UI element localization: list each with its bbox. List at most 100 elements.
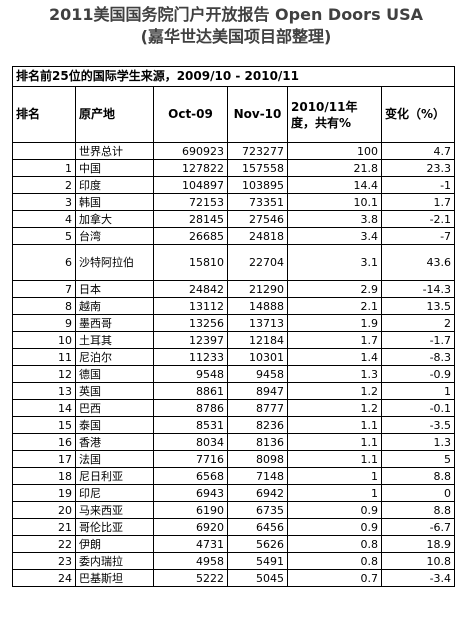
- cell-change: -0.9: [380, 365, 456, 383]
- table-row: 4 加拿大 28145 27546 3.8 -2.1: [12, 210, 456, 228]
- cell-share: 1: [287, 484, 382, 502]
- cell-change: -3.4: [380, 569, 456, 587]
- cell-oct09: 8531: [153, 416, 228, 434]
- cell-oct09: 6190: [153, 501, 228, 519]
- cell-nov10: 5045: [227, 569, 288, 587]
- cell-share: 1.7: [287, 331, 382, 349]
- cell-oct09: 5222: [153, 569, 228, 587]
- table-row: 16 香港 8034 8136 1.1 1.3: [12, 433, 456, 451]
- table-row: 9 墨西哥 13256 13713 1.9 2: [12, 314, 456, 332]
- cell-nov10: 9458: [227, 365, 288, 383]
- cell-oct09: 15810: [153, 244, 228, 281]
- table-caption: 排名前25位的国际学生来源，2009/10 - 2010/11: [11, 66, 456, 87]
- cell-nov10: 8777: [227, 399, 288, 417]
- cell-change: 13.5: [380, 297, 456, 315]
- cell-country: 巴基斯坦: [75, 569, 154, 587]
- cell-nov10: 103895: [227, 176, 288, 194]
- header-rank: 排名: [12, 86, 76, 143]
- cell-country: 伊朗: [75, 535, 154, 553]
- cell-nov10: 10301: [227, 348, 288, 366]
- cell-oct09: 4958: [153, 552, 228, 570]
- cell-nov10: 6735: [227, 501, 288, 519]
- cell-country: 马来西亚: [75, 501, 154, 519]
- table-row: 15 泰国 8531 8236 1.1 -3.5: [12, 416, 456, 434]
- cell-rank: 22: [12, 535, 76, 553]
- cell-rank: 24: [12, 569, 76, 587]
- cell-change: 18.9: [380, 535, 456, 553]
- cell-nov10: 6456: [227, 518, 288, 536]
- cell-rank: 11: [12, 348, 76, 366]
- cell-change: 1.3: [380, 433, 456, 451]
- cell-change: 8.8: [380, 467, 456, 485]
- cell-nov10: 14888: [227, 297, 288, 315]
- cell-country: 印尼: [75, 484, 154, 502]
- cell-rank: 12: [12, 365, 76, 383]
- cell-rank: 4: [12, 210, 76, 228]
- cell-oct09: 26685: [153, 227, 228, 245]
- table-row: 14 巴西 8786 8777 1.2 -0.1: [12, 399, 456, 417]
- cell-share: 14.4: [287, 176, 382, 194]
- cell-rank: 8: [12, 297, 76, 315]
- cell-country: 土耳其: [75, 331, 154, 349]
- cell-rank: 16: [12, 433, 76, 451]
- cell-country: 巴西: [75, 399, 154, 417]
- cell-rank: 19: [12, 484, 76, 502]
- table-row: 3 韩国 72153 73351 10.1 1.7: [12, 193, 456, 211]
- cell-oct09: 104897: [153, 176, 228, 194]
- cell-change: 10.8: [380, 552, 456, 570]
- cell-rank: 13: [12, 382, 76, 400]
- cell-oct09: 9548: [153, 365, 228, 383]
- cell-share: 0.8: [287, 535, 382, 553]
- students-table: 排名前25位的国际学生来源，2009/10 - 2010/11 排名 原产地 O…: [11, 66, 456, 587]
- cell-nov10: 5491: [227, 552, 288, 570]
- header-share: 2010/11年度，共有%: [287, 86, 382, 143]
- cell-country: 台湾: [75, 227, 154, 245]
- cell-nov10: 8136: [227, 433, 288, 451]
- cell-change: -6.7: [380, 518, 456, 536]
- cell-share: 1.3: [287, 365, 382, 383]
- cell-change: 8.8: [380, 501, 456, 519]
- cell-share: 1.1: [287, 450, 382, 468]
- cell-change: 23.3: [380, 159, 456, 177]
- cell-country: 委内瑞拉: [75, 552, 154, 570]
- total-oct09: 690923: [153, 142, 228, 160]
- cell-country: 英国: [75, 382, 154, 400]
- cell-country: 日本: [75, 280, 154, 298]
- cell-share: 1.4: [287, 348, 382, 366]
- cell-change: -8.3: [380, 348, 456, 366]
- cell-country: 尼日利亚: [75, 467, 154, 485]
- cell-share: 0.9: [287, 501, 382, 519]
- table-row: 20 马来西亚 6190 6735 0.9 8.8: [12, 501, 456, 519]
- cell-oct09: 72153: [153, 193, 228, 211]
- cell-oct09: 6568: [153, 467, 228, 485]
- cell-rank: 14: [12, 399, 76, 417]
- cell-oct09: 127822: [153, 159, 228, 177]
- cell-nov10: 5626: [227, 535, 288, 553]
- cell-share: 3.4: [287, 227, 382, 245]
- cell-change: -14.3: [380, 280, 456, 298]
- cell-nov10: 27546: [227, 210, 288, 228]
- header-oct09: Oct-09: [153, 86, 228, 143]
- cell-rank: 20: [12, 501, 76, 519]
- table-row: 18 尼日利亚 6568 7148 1 8.8: [12, 467, 456, 485]
- cell-change: 1.7: [380, 193, 456, 211]
- cell-country: 泰国: [75, 416, 154, 434]
- cell-share: 3.8: [287, 210, 382, 228]
- cell-oct09: 8034: [153, 433, 228, 451]
- cell-rank: 9: [12, 314, 76, 332]
- cell-oct09: 11233: [153, 348, 228, 366]
- cell-oct09: 8786: [153, 399, 228, 417]
- cell-country: 哥伦比亚: [75, 518, 154, 536]
- cell-oct09: 7716: [153, 450, 228, 468]
- cell-rank: 6: [12, 244, 76, 281]
- cell-nov10: 157558: [227, 159, 288, 177]
- cell-country: 加拿大: [75, 210, 154, 228]
- table-row: 8 越南 13112 14888 2.1 13.5: [12, 297, 456, 315]
- cell-change: 1: [380, 382, 456, 400]
- cell-nov10: 7148: [227, 467, 288, 485]
- cell-oct09: 28145: [153, 210, 228, 228]
- cell-rank: 10: [12, 331, 76, 349]
- total-rank: [12, 142, 76, 160]
- table-row: 23 委内瑞拉 4958 5491 0.8 10.8: [12, 552, 456, 570]
- cell-nov10: 22704: [227, 244, 288, 281]
